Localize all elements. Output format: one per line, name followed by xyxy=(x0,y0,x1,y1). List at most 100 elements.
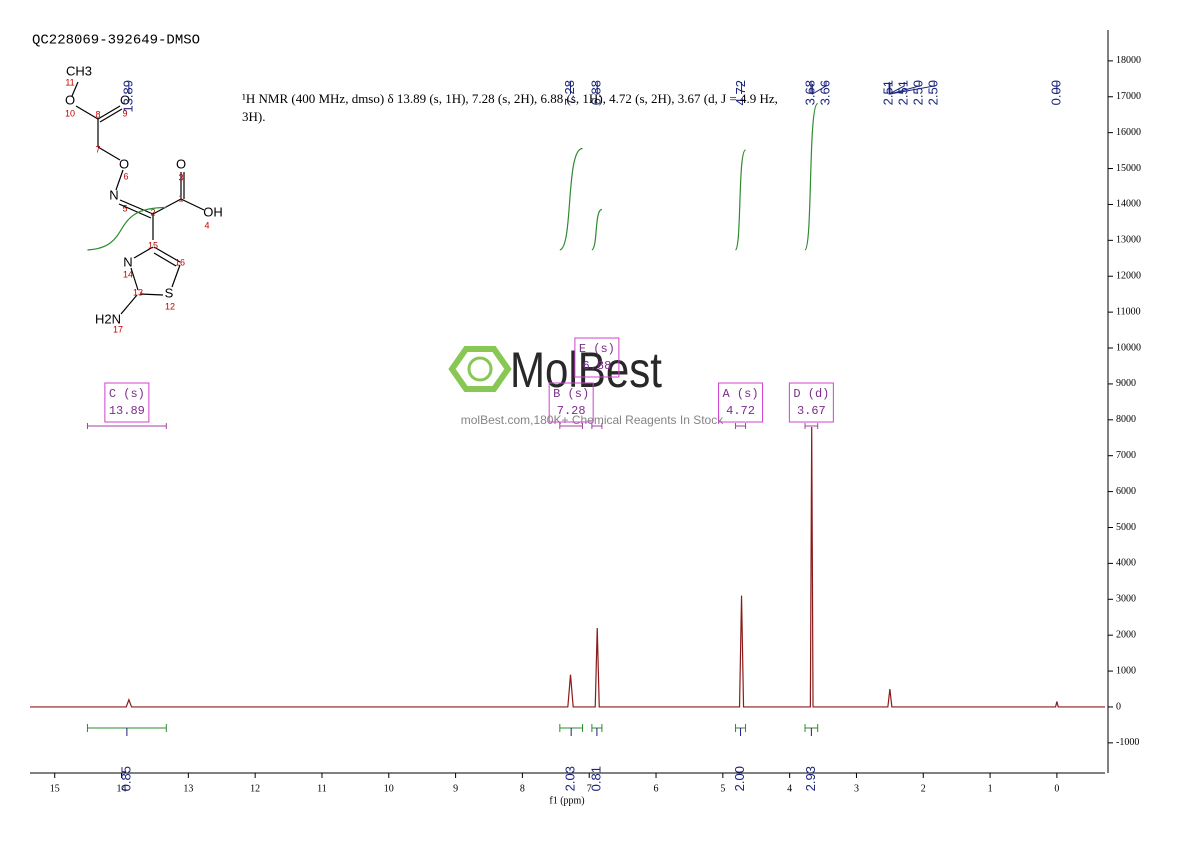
multiplet-shift: 4.72 xyxy=(726,404,755,418)
atom-number: 15 xyxy=(148,240,158,250)
atom-number: 10 xyxy=(65,108,75,118)
multiplet-bracket xyxy=(86,423,167,429)
atom-number: 8 xyxy=(95,109,100,119)
peak-label: 3.68 xyxy=(802,80,817,105)
peak-label: 2.51 xyxy=(896,80,911,105)
y-tick-label: 0 xyxy=(1116,701,1121,712)
watermark-icon xyxy=(467,356,493,382)
multiplet-name: A (s) xyxy=(723,387,759,401)
atom-number: 14 xyxy=(123,269,133,279)
x-tick-label: 10 xyxy=(384,783,394,794)
x-tick-label: 11 xyxy=(317,783,327,794)
multiplet-bracket xyxy=(804,423,819,429)
y-tick-label: 9000 xyxy=(1116,378,1136,389)
x-tick-label: 7 xyxy=(587,783,592,794)
y-tick-label: 18000 xyxy=(1116,55,1141,66)
multiplet-box xyxy=(104,382,150,423)
peak-label: 2.50 xyxy=(911,80,926,105)
multiplet-box xyxy=(574,337,620,378)
peak-label: 3.66 xyxy=(817,80,832,105)
integral-curve xyxy=(734,149,747,251)
atom-number: 7 xyxy=(95,144,100,154)
x-tick-label: 14 xyxy=(117,783,127,794)
y-tick-label: 17000 xyxy=(1116,91,1141,102)
x-tick-label: 9 xyxy=(453,783,458,794)
y-tick-label: 16000 xyxy=(1116,127,1141,138)
watermark-tagline: molBest.com,180K+ Chemical Reagents In S… xyxy=(461,413,724,427)
y-tick-label: 5000 xyxy=(1116,522,1136,533)
x-tick-label: 15 xyxy=(50,783,60,794)
multiplet-name: C (s) xyxy=(109,387,145,401)
watermark-brand: MolBest xyxy=(510,342,662,398)
molecule-bonds xyxy=(71,81,205,315)
multiplet-bracket xyxy=(591,423,603,429)
atom-label: O xyxy=(176,156,186,171)
multiplet-bracket xyxy=(735,423,747,429)
atom-number: 12 xyxy=(165,301,175,311)
atom-label: CH3 xyxy=(66,63,92,78)
y-tick-label: 4000 xyxy=(1116,558,1136,569)
y-tick-label: 2000 xyxy=(1116,629,1136,640)
multiplet-box xyxy=(718,382,764,423)
y-tick-label: 10000 xyxy=(1116,342,1141,353)
y-tick-label: 11000 xyxy=(1116,306,1141,317)
x-tick-label: 1 xyxy=(988,783,993,794)
multiplet-name: D (d) xyxy=(793,387,829,401)
multiplet-shift: 13.89 xyxy=(109,404,145,418)
y-tick-label: 7000 xyxy=(1116,450,1136,461)
atom-label: N xyxy=(109,187,118,202)
integral-label: 0.85 xyxy=(118,766,133,791)
x-tick-label: 13 xyxy=(183,783,193,794)
integral-label: 0.81 xyxy=(588,766,603,791)
atom-label: O xyxy=(119,156,129,171)
integral-curve xyxy=(804,102,819,251)
y-tick-label: -1000 xyxy=(1116,737,1139,748)
multiplet-box xyxy=(548,382,594,423)
peak-label-line xyxy=(888,82,905,95)
x-tick-label: 8 xyxy=(520,783,525,794)
peak-label: 7.28 xyxy=(562,80,577,105)
atom-number: 11 xyxy=(65,77,74,87)
multiplet-bracket xyxy=(559,423,584,429)
x-tick-label: 2 xyxy=(921,783,926,794)
peak-label-line xyxy=(889,82,935,95)
integral-curve xyxy=(591,208,603,251)
atom-number: 2 xyxy=(150,207,155,217)
y-tick-label: 1000 xyxy=(1116,665,1136,676)
spectrum xyxy=(30,426,1105,708)
molecule-atoms: CH3 O O O N O OH N S H2N xyxy=(65,63,223,326)
multiplet-shift: 6.88 xyxy=(582,359,611,373)
atom-number: 4 xyxy=(204,220,209,230)
y-tick-label: 8000 xyxy=(1116,414,1136,425)
atom-number: 17 xyxy=(113,324,123,334)
x-tick-label: 4 xyxy=(787,783,792,794)
y-tick-label: 6000 xyxy=(1116,486,1136,497)
multiplet-shift: 7.28 xyxy=(557,404,586,418)
atom-label: O xyxy=(65,92,75,107)
atom-label: S xyxy=(165,285,174,300)
y-tick-label: 14000 xyxy=(1116,199,1141,210)
peak-label-line xyxy=(811,82,827,95)
atom-number: 16 xyxy=(175,257,185,267)
x-axis-label: f1 (ppm) xyxy=(549,795,584,806)
atom-number: 3 xyxy=(178,172,183,182)
atom-label: OH xyxy=(203,204,223,219)
y-tick-label: 15000 xyxy=(1116,163,1141,174)
watermark-icon xyxy=(448,346,512,392)
x-tick-label: 0 xyxy=(1054,783,1059,794)
peak-label: 2.50 xyxy=(926,80,941,105)
y-tick-label: 3000 xyxy=(1116,594,1136,605)
multiplet-shift: 3.67 xyxy=(797,404,826,418)
integral-label: 2.00 xyxy=(732,766,747,791)
annotation: ¹H NMR (400 MHz, dmso) δ 13.89 (s, 1H), … xyxy=(242,91,778,124)
integral-label: 2.03 xyxy=(563,766,578,791)
atom-label: O xyxy=(120,92,130,107)
x-tick-label: 12 xyxy=(250,783,260,794)
atom-label: H2N xyxy=(95,311,121,326)
atom-number: 13 xyxy=(133,287,143,297)
integral-curve xyxy=(87,206,167,251)
x-tick-label: 6 xyxy=(654,783,659,794)
chart-title: QC228069-392649-DMSO xyxy=(32,33,200,49)
x-tick-label: 3 xyxy=(854,783,859,794)
